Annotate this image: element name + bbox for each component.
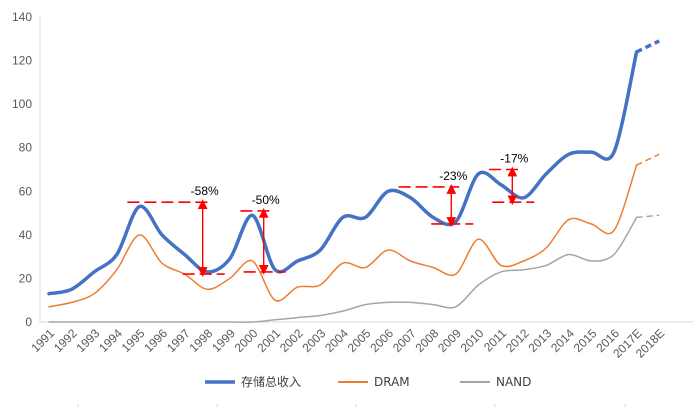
x-tick-label: 1996 <box>141 326 170 355</box>
x-axis-ticks: 1991199219931994199519961997199819992000… <box>28 326 667 361</box>
x-tick-label: 1991 <box>28 326 57 355</box>
x-tick-label: 2012 <box>503 326 532 355</box>
series-line-dram <box>48 164 638 308</box>
x-tick-label: 2005 <box>345 326 374 355</box>
x-tick-label: 2011 <box>481 326 509 354</box>
drop-annotations: -58% -50% -23% -17% <box>127 152 535 277</box>
x-tick-label: 1997 <box>164 326 193 355</box>
series-projection-total <box>635 39 660 54</box>
x-tick-label: 2007 <box>390 326 419 355</box>
x-tick-label: 1995 <box>119 326 148 355</box>
y-tick-label: 140 <box>12 10 32 24</box>
x-tick-label: 2013 <box>526 326 555 355</box>
x-tick-label: 1999 <box>209 326 238 355</box>
x-tick-label: 2004 <box>322 326 351 355</box>
drop-annotation: -23% <box>398 169 474 227</box>
y-tick-label: 60 <box>19 184 33 198</box>
annotation-label: -50% <box>252 193 280 207</box>
y-tick-label: 120 <box>12 54 32 68</box>
series-projection-dram <box>636 153 660 166</box>
annotation-label: -58% <box>191 184 219 198</box>
annotation-label: -23% <box>439 169 467 183</box>
y-tick-label: 20 <box>19 271 33 285</box>
drop-annotation: -50% <box>240 193 286 275</box>
x-tick-label: 2014 <box>548 326 577 355</box>
y-tick-label: 0 <box>25 315 32 329</box>
y-tick-label: 40 <box>19 228 33 242</box>
legend-item: NAND <box>460 375 531 389</box>
x-tick-label: 2001 <box>254 326 283 355</box>
x-tick-label: 2000 <box>232 326 261 355</box>
legend: 存储总收入 DRAM NAND <box>205 374 531 389</box>
x-tick-label: 2008 <box>413 326 442 355</box>
y-tick-label: 100 <box>12 97 32 111</box>
legend-label: DRAM <box>374 375 410 389</box>
axes <box>39 17 693 407</box>
x-tick-label: 2003 <box>300 326 329 355</box>
x-tick-label: 1993 <box>74 326 103 355</box>
series-line-total <box>47 50 639 296</box>
series-projection-nand <box>636 214 660 219</box>
annotation-label: -17% <box>500 152 528 166</box>
y-axis-ticks: 0 20 40 60 80 100 120 140 <box>12 10 32 329</box>
series-lines <box>47 39 660 323</box>
x-tick-label: 1998 <box>187 326 216 355</box>
legend-item: 存储总收入 <box>205 374 301 389</box>
legend-item: DRAM <box>338 375 410 389</box>
x-tick-label: 2009 <box>435 326 464 355</box>
x-tick-label: 2015 <box>571 326 600 355</box>
legend-label: NAND <box>496 375 531 389</box>
x-tick-label: 2010 <box>458 326 487 355</box>
legend-label: 存储总收入 <box>241 374 301 389</box>
drop-annotation: -17% <box>489 152 535 206</box>
x-tick-label: 2006 <box>367 326 396 355</box>
x-tick-label: 1994 <box>96 326 125 355</box>
y-tick-label: 80 <box>19 141 33 155</box>
x-tick-label: 1992 <box>51 326 80 355</box>
drop-annotation: -58% <box>127 184 225 277</box>
series-line-nand <box>48 216 638 323</box>
x-tick-label: 2002 <box>277 326 306 355</box>
